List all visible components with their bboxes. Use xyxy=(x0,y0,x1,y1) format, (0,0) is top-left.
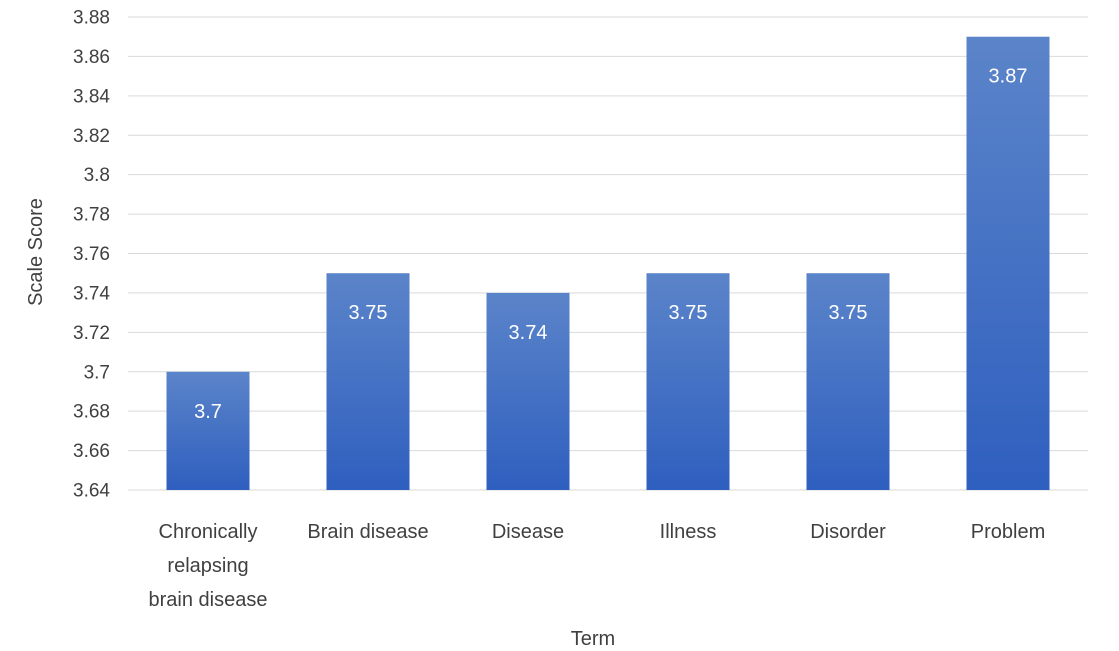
y-tick-label: 3.68 xyxy=(73,402,110,423)
x-category-label: Problem xyxy=(971,521,1045,543)
bars xyxy=(166,36,1050,490)
y-tick-label: 3.88 xyxy=(73,8,110,29)
x-category-label-line: Problem xyxy=(971,521,1045,543)
y-tick-label: 3.64 xyxy=(73,481,110,502)
bar-data-label: 3.75 xyxy=(349,302,388,324)
x-category-label: Illness xyxy=(660,521,717,543)
bar xyxy=(806,273,890,490)
y-tick-label: 3.86 xyxy=(73,47,110,68)
y-tick-label: 3.8 xyxy=(84,165,110,186)
bar xyxy=(966,36,1050,490)
bar xyxy=(486,292,570,490)
bar xyxy=(166,371,250,490)
bar-data-label: 3.7 xyxy=(194,401,222,423)
y-tick-label: 3.66 xyxy=(73,441,110,462)
bar xyxy=(326,273,410,490)
x-category-label-line: Illness xyxy=(660,521,717,543)
y-tick-label: 3.84 xyxy=(73,86,110,107)
y-tick-label: 3.82 xyxy=(73,126,110,147)
bar xyxy=(646,273,730,490)
y-tick-label: 3.78 xyxy=(73,205,110,226)
x-category-label: Chronically relapsing brain disease xyxy=(149,521,268,611)
x-category-label-line: brain disease xyxy=(149,589,268,611)
bar-data-label: 3.75 xyxy=(669,302,708,324)
y-tick-label: 3.76 xyxy=(73,244,110,265)
x-category-label-line: Chronically xyxy=(159,521,258,543)
x-category-label: Disorder xyxy=(810,521,886,543)
bar-data-label: 3.75 xyxy=(829,302,868,324)
bar-data-label: 3.87 xyxy=(989,66,1028,88)
x-category-label-line: Brain disease xyxy=(307,521,428,543)
y-tick-label: 3.7 xyxy=(84,362,110,383)
y-axis-title: Scale Score xyxy=(25,198,47,306)
gridlines xyxy=(128,16,1088,491)
x-category-label-line: Disorder xyxy=(810,521,886,543)
x-axis-category-labels: Chronically relapsing brain disease Brain d… xyxy=(149,521,1046,611)
x-category-label-line: relapsing xyxy=(167,555,248,577)
data-labels: 3.7 3.75 3.74 3.75 3.75 3.87 xyxy=(194,66,1027,423)
y-axis-tick-labels: 3.64 3.66 3.68 3.7 3.72 3.74 3.76 3.78 3.8 3.82 3.… xyxy=(73,8,110,502)
bar-data-label: 3.74 xyxy=(509,322,548,344)
x-category-label: Brain disease xyxy=(307,521,428,543)
x-axis-title: Term xyxy=(571,628,615,650)
x-category-label-line: Disease xyxy=(492,521,564,543)
y-tick-label: 3.74 xyxy=(73,283,110,304)
y-tick-label: 3.72 xyxy=(73,323,110,344)
x-category-label: Disease xyxy=(492,521,564,543)
